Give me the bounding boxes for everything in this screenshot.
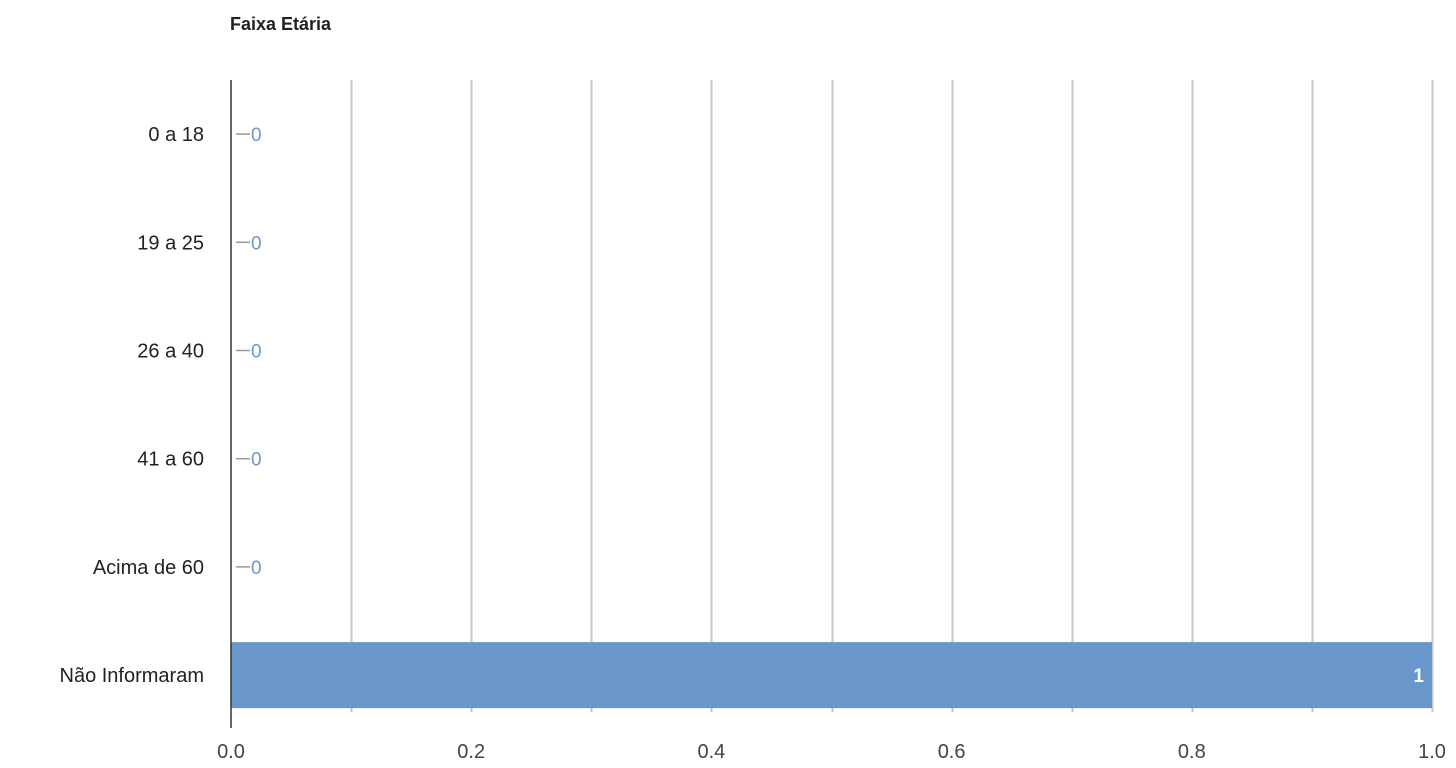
data-label: 0 bbox=[251, 558, 262, 579]
x-tick-label: 0.4 bbox=[697, 741, 725, 763]
grid-lines bbox=[350, 80, 1434, 712]
chart-title: Faixa Etária bbox=[230, 14, 332, 34]
category-label: 26 a 40 bbox=[137, 341, 204, 363]
x-tick-label: 1.0 bbox=[1418, 741, 1446, 763]
category-label: Não Informaram bbox=[60, 665, 205, 687]
data-label: 0 bbox=[251, 125, 262, 146]
category-label: 41 a 60 bbox=[137, 449, 204, 471]
bars bbox=[231, 642, 1432, 709]
category-label: Acima de 60 bbox=[93, 557, 204, 579]
data-label: 0 bbox=[251, 233, 262, 254]
x-tick-label: 0.2 bbox=[457, 741, 485, 763]
x-tick-label: 0.0 bbox=[217, 741, 245, 763]
data-label: 1 bbox=[1413, 666, 1424, 687]
data-label: 0 bbox=[251, 342, 262, 363]
category-label: 0 a 18 bbox=[148, 124, 204, 146]
category-label: 19 a 25 bbox=[137, 232, 204, 254]
x-tick-label: 0.8 bbox=[1178, 741, 1206, 763]
x-tick-label: 0.6 bbox=[938, 741, 966, 763]
labels: 0.0 0.2 0.4 0.6 0.8 1.0 0 a 18 0 19 a 25 0 26 a 40… bbox=[60, 124, 1446, 763]
data-label: 0 bbox=[251, 450, 262, 471]
bar bbox=[231, 642, 1432, 709]
